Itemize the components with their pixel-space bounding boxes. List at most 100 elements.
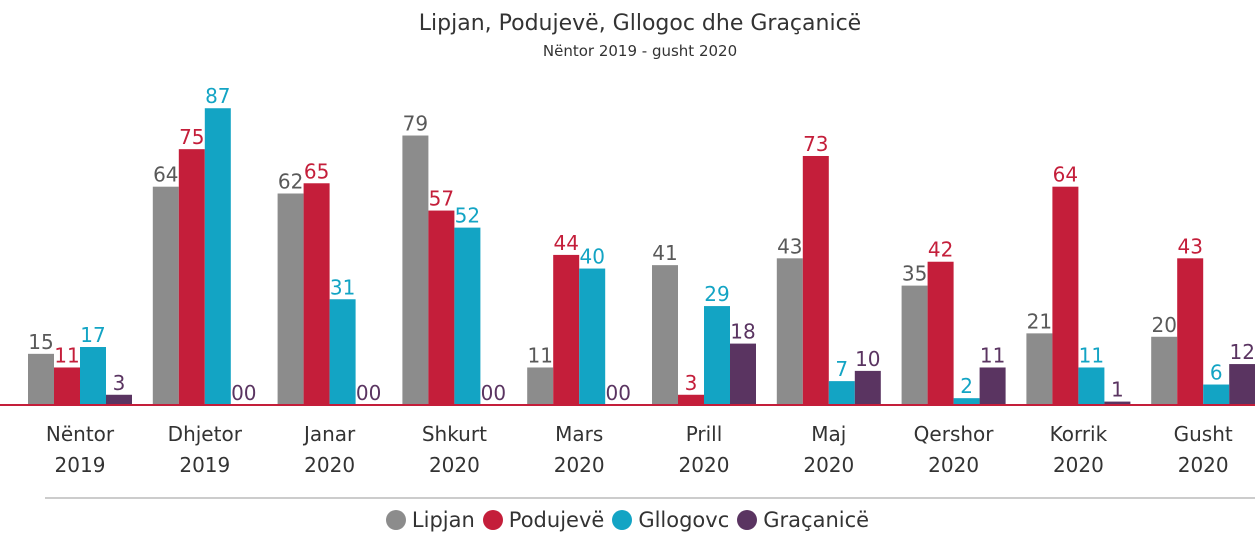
bar: [303, 183, 330, 405]
x-tick-label: Shkurt 2020: [421, 422, 487, 477]
data-label: 00: [605, 381, 630, 405]
data-label: 7: [835, 357, 848, 381]
data-label: 29: [704, 282, 729, 306]
x-tick-label: Qershor 2020: [913, 422, 994, 477]
legend-swatch: [385, 510, 406, 530]
bar: [652, 265, 678, 405]
data-label: 11: [527, 343, 552, 367]
bar: [979, 367, 1006, 405]
data-label: 43: [1177, 234, 1202, 258]
x-tick-label: Korrik 2020: [1049, 422, 1108, 477]
data-label: 11: [980, 343, 1005, 367]
data-label: 11: [54, 343, 79, 367]
legend-label: Graçanicë: [763, 508, 870, 532]
data-label: 40: [579, 245, 604, 269]
bar: [428, 210, 455, 405]
data-label: 62: [278, 170, 303, 194]
data-label: 35: [902, 262, 927, 286]
data-label: 79: [403, 112, 428, 136]
bar: [776, 258, 803, 405]
legend-item: Graçanicë: [737, 508, 869, 532]
bar: [28, 353, 54, 405]
data-label: 10: [855, 347, 880, 371]
legend-item: Gllogovc: [612, 508, 729, 532]
bar: [1104, 401, 1131, 405]
bar: [402, 135, 429, 405]
legend-swatch: [737, 510, 758, 530]
bar: [1078, 367, 1105, 405]
x-tick-label: Prill 2020: [678, 422, 730, 477]
data-label: 15: [28, 330, 53, 354]
data-label: 75: [179, 125, 204, 149]
data-label: 00: [356, 381, 381, 405]
data-label: 20: [1151, 313, 1176, 337]
legend-swatch: [482, 510, 503, 530]
data-label: 3: [685, 371, 698, 395]
bar: [828, 381, 855, 405]
bar: [1203, 384, 1230, 405]
bar: [1052, 186, 1079, 405]
data-label: 2: [960, 374, 973, 398]
x-tick-label: Nëntor 2019: [45, 422, 115, 477]
bar: [802, 155, 829, 405]
bar: [678, 394, 704, 405]
data-label: 1: [1111, 378, 1124, 402]
bar: [54, 367, 80, 405]
legend-label: Lipjan: [411, 508, 475, 532]
data-label: 21: [1027, 309, 1052, 333]
bar: [329, 299, 356, 405]
x-tick-label: Maj 2020: [803, 422, 855, 477]
data-label: 3: [113, 371, 126, 395]
x-tick-label: Gusht 2020: [1173, 422, 1233, 477]
legend-swatch: [612, 510, 633, 530]
x-tick-label: Mars 2020: [553, 422, 605, 477]
data-label: 11: [1079, 343, 1104, 367]
data-label: 18: [730, 320, 755, 344]
data-label: 6: [1210, 361, 1223, 385]
data-label: 64: [153, 163, 178, 187]
data-label: 43: [777, 234, 802, 258]
bar: [178, 149, 205, 405]
bar: [1229, 364, 1255, 405]
legend-item: Lipjan: [385, 508, 475, 532]
bar: [927, 261, 954, 405]
data-label: 17: [80, 323, 105, 347]
bar: [901, 285, 928, 405]
bar: [152, 186, 179, 405]
legend-label: Podujevë: [508, 508, 605, 532]
bar: [527, 367, 554, 405]
bar: [553, 254, 580, 405]
bar: [1026, 333, 1053, 405]
bar: [204, 108, 231, 405]
data-label: 52: [455, 204, 480, 228]
bar: [80, 347, 106, 405]
data-label: 00: [481, 381, 506, 405]
data-label: 57: [429, 187, 454, 211]
data-label: 73: [803, 132, 828, 156]
bar: [454, 227, 481, 405]
bar: [854, 370, 881, 405]
bar: [1151, 336, 1178, 405]
legend: Lipjan Podujevë Gllogovc Graçanicë: [0, 508, 1255, 532]
legend-item: Podujevë: [482, 508, 605, 532]
bar: [704, 306, 730, 405]
bar: [953, 398, 980, 405]
bar: [1177, 258, 1204, 405]
x-tick-label: Janar 2020: [303, 422, 356, 477]
data-label: 31: [330, 275, 355, 299]
bar: [730, 343, 756, 405]
chart-subtitle: Nëntor 2019 - gusht 2020: [543, 42, 737, 60]
data-label: 12: [1229, 340, 1254, 364]
data-label: 00: [231, 381, 256, 405]
bar: [106, 394, 132, 405]
x-tick-label: Dhjetor 2019: [167, 422, 242, 477]
data-label: 87: [205, 84, 230, 108]
bar: [579, 268, 606, 405]
data-label: 65: [304, 159, 329, 183]
bar: [277, 193, 304, 405]
data-label: 64: [1053, 163, 1078, 187]
data-label: 41: [652, 241, 677, 265]
legend-label: Gllogovc: [638, 508, 730, 532]
